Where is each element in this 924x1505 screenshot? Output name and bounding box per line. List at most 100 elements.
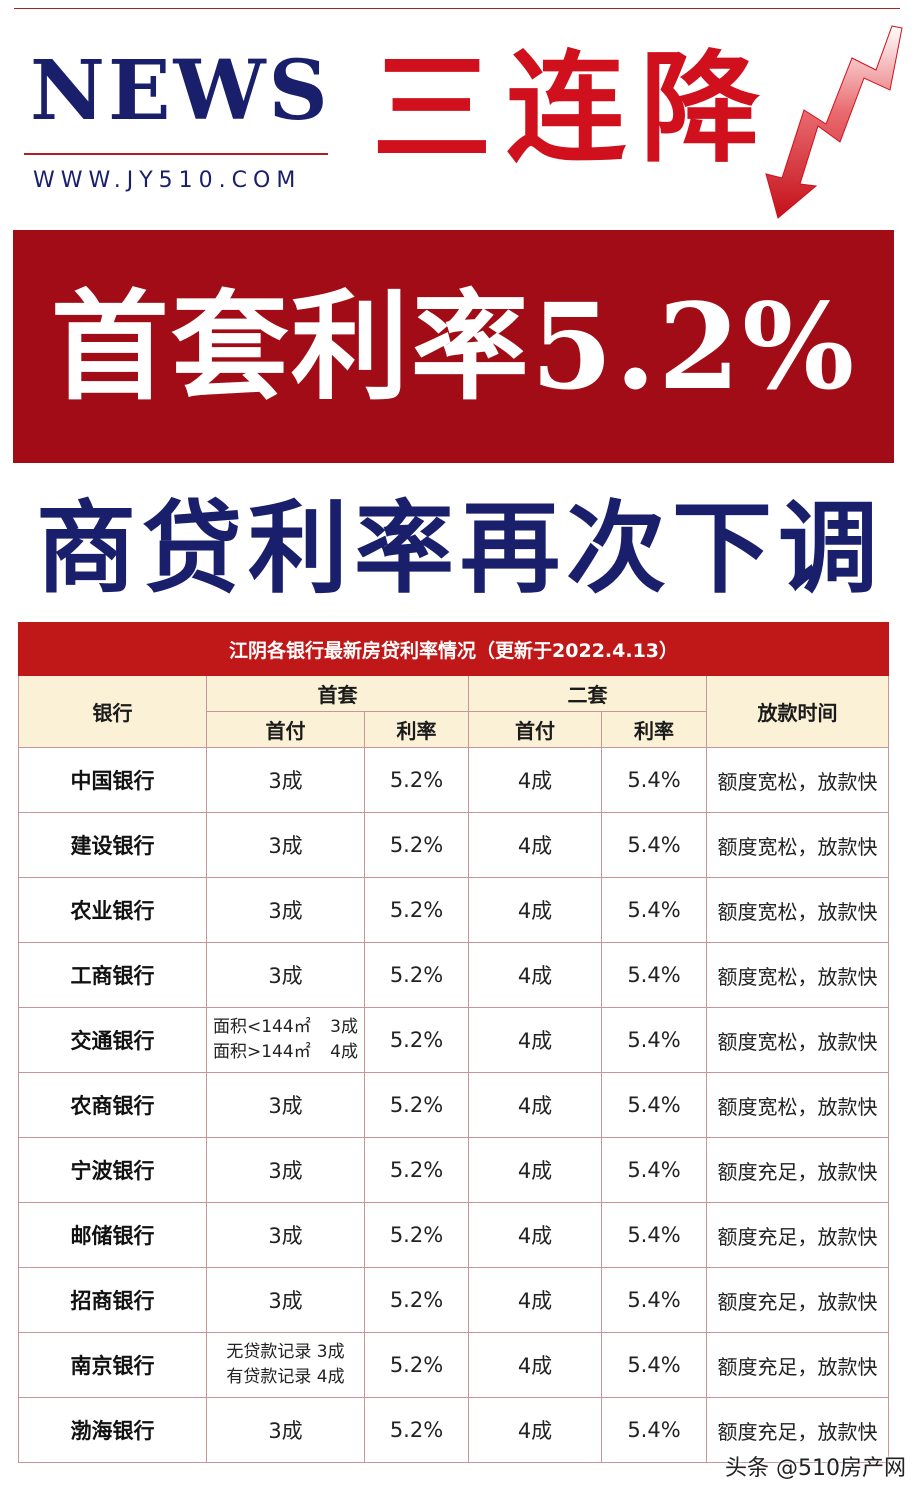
second-rate: 5.4% [601,942,707,1008]
release-note: 额度充足，放款快 [705,1267,890,1333]
down-trend-arrow-icon [765,25,903,219]
first-down-payment: 3成 [206,747,365,813]
bank-name: 交通银行 [18,1007,207,1073]
release-note: 额度宽松，放款快 [705,812,890,878]
down-payment-line-with-record: 有贷款记录 4成 [226,1367,345,1387]
table-row: 邮储银行 3成 5.2% 4成 5.4% 额度充足，放款快 [18,1202,890,1268]
second-rate: 5.4% [601,747,707,813]
bank-name: 农业银行 [18,877,207,943]
table-caption: 江阴各银行最新房贷利率情况（更新于2022.4.13） [17,622,890,676]
release-note: 额度充足，放款快 [705,1202,890,1268]
first-rate: 5.2% [364,877,469,943]
second-down-payment: 4成 [468,1332,602,1398]
table-row: 建设银行 3成 5.2% 4成 5.4% 额度宽松，放款快 [18,812,890,878]
header-rate-2: 利率 [601,711,707,748]
first-down-payment: 3成 [206,1137,365,1203]
second-rate: 5.4% [601,1072,707,1138]
release-note: 额度充足，放款快 [705,1332,890,1398]
table-row: 渤海银行 3成 5.2% 4成 5.4% 额度充足，放款快 [18,1397,890,1463]
header-first-home: 首套 [206,675,469,712]
table-row: 宁波银行 3成 5.2% 4成 5.4% 额度充足，放款快 [18,1137,890,1203]
first-rate: 5.2% [364,1137,469,1203]
rate-banner-text: 首套利率5.2% [50,276,857,416]
second-down-payment: 4成 [468,942,602,1008]
source-watermark: 头条 @510房产网 [725,1456,906,1481]
first-down-payment: 3成 [206,1202,365,1268]
second-rate: 5.4% [601,812,707,878]
first-rate: 5.2% [364,1072,469,1138]
first-rate: 5.2% [364,1267,469,1333]
second-down-payment: 4成 [468,1007,602,1073]
table-row: 南京银行 无贷款记录 3成 有贷款记录 4成 5.2% 4成 5.4% 额度充足… [18,1332,890,1398]
bank-name: 工商银行 [18,942,207,1008]
down-payment-line-small-area: 面积<144㎡ 3成 [207,1015,364,1040]
bank-name: 南京银行 [18,1332,207,1398]
second-down-payment: 4成 [468,747,602,813]
second-rate: 5.4% [601,1267,707,1333]
header-down-payment: 首付 [206,711,365,748]
header-bank: 银行 [18,675,207,748]
subtitle: 商贷利率再次下调 [36,489,884,607]
release-note: 额度宽松，放款快 [705,877,890,943]
news-logo: NEWS [30,43,331,139]
table-row: 农业银行 3成 5.2% 4成 5.4% 额度宽松，放款快 [18,877,890,943]
release-note: 额度宽松，放款快 [705,942,890,1008]
first-down-payment: 3成 [206,942,365,1008]
area-down-payment: 3成 [330,1017,358,1037]
header-release-time: 放款时间 [705,675,890,748]
rate-banner: 首套利率5.2% [13,230,894,463]
second-rate: 5.4% [601,1332,707,1398]
first-down-payment: 3成 [206,1397,365,1463]
second-rate: 5.4% [601,1397,707,1463]
down-payment-line-large-area: 面积>144㎡ 4成 [207,1040,364,1065]
first-down-payment: 3成 [206,812,365,878]
release-note: 额度宽松，放款快 [705,747,890,813]
header-down-payment-2: 首付 [468,711,602,748]
second-down-payment: 4成 [468,1267,602,1333]
second-down-payment: 4成 [468,877,602,943]
table-row: 交通银行 面积<144㎡ 3成 面积>144㎡ 4成 5.2% 4成 5.4% … [18,1007,890,1073]
second-rate: 5.4% [601,1137,707,1203]
first-down-payment: 无贷款记录 3成 有贷款记录 4成 [206,1332,365,1398]
bank-name: 建设银行 [18,812,207,878]
area-down-payment: 4成 [330,1042,358,1062]
news-underline [24,153,328,155]
release-note: 额度充足，放款快 [705,1397,890,1463]
first-rate: 5.2% [364,1007,469,1073]
second-rate: 5.4% [601,1007,707,1073]
first-down-payment: 3成 [206,1267,365,1333]
table-row: 工商银行 3成 5.2% 4成 5.4% 额度宽松，放款快 [18,942,890,1008]
release-note: 额度宽松，放款快 [705,1072,890,1138]
second-down-payment: 4成 [468,1202,602,1268]
site-url: WWW.JY510.COM [33,168,302,193]
first-rate: 5.2% [364,812,469,878]
bank-name: 宁波银行 [18,1137,207,1203]
header-rate: 利率 [364,711,469,748]
area-condition: 面积<144㎡ [213,1017,311,1037]
second-rate: 5.4% [601,1202,707,1268]
release-note: 额度充足，放款快 [705,1137,890,1203]
rate-table: 江阴各银行最新房贷利率情况（更新于2022.4.13） 银行 首套 二套 放款时… [17,622,890,1463]
first-rate: 5.2% [364,942,469,1008]
first-rate: 5.2% [364,1202,469,1268]
area-condition: 面积>144㎡ [213,1042,311,1062]
table-row: 招商银行 3成 5.2% 4成 5.4% 额度充足，放款快 [18,1267,890,1333]
release-note: 额度宽松，放款快 [705,1007,890,1073]
first-rate: 5.2% [364,1397,469,1463]
bank-name: 中国银行 [18,747,207,813]
bank-name: 招商银行 [18,1267,207,1333]
first-rate: 5.2% [364,1332,469,1398]
bank-name: 农商银行 [18,1072,207,1138]
second-down-payment: 4成 [468,1072,602,1138]
second-down-payment: 4成 [468,812,602,878]
first-rate: 5.2% [364,747,469,813]
header-second-home: 二套 [468,675,707,712]
first-down-payment: 面积<144㎡ 3成 面积>144㎡ 4成 [206,1007,365,1073]
bank-name: 渤海银行 [18,1397,207,1463]
headline-title: 三连降 [372,40,774,179]
first-down-payment: 3成 [206,877,365,943]
first-down-payment: 3成 [206,1072,365,1138]
down-payment-line-no-record: 无贷款记录 3成 [226,1342,345,1362]
table-row: 中国银行 3成 5.2% 4成 5.4% 额度宽松，放款快 [18,747,890,813]
table-row: 农商银行 3成 5.2% 4成 5.4% 额度宽松，放款快 [18,1072,890,1138]
